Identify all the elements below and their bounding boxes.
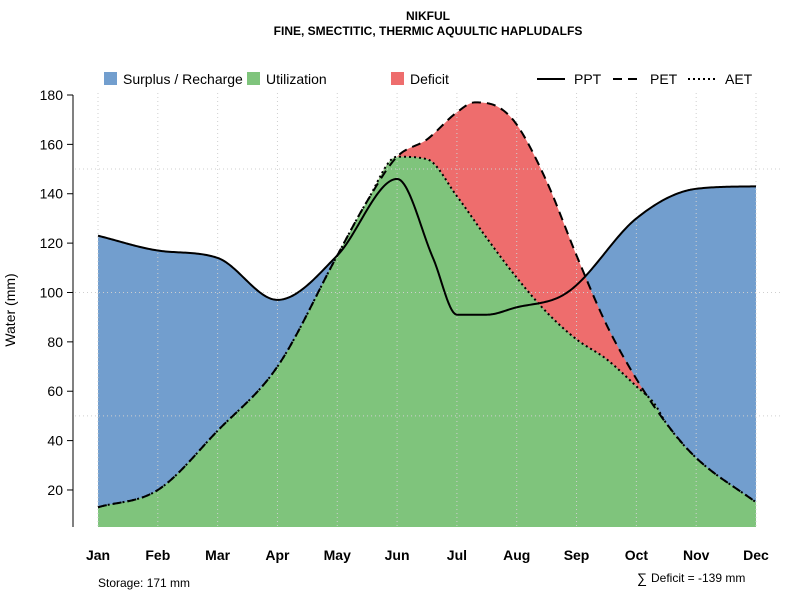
- y-tick-label-120: 120: [40, 235, 64, 251]
- y-tick-label-100: 100: [40, 284, 64, 300]
- grid-lines: [75, 93, 780, 527]
- x-tick-label-aug: Aug: [503, 547, 530, 563]
- x-tick-label-mar: Mar: [205, 547, 230, 563]
- storage-note: Storage: 171 mm: [98, 576, 190, 590]
- legend-swatch-deficit: [391, 72, 404, 85]
- area-layers: [98, 102, 756, 527]
- y-tick-label-80: 80: [47, 334, 63, 350]
- x-tick-label-apr: Apr: [265, 547, 290, 563]
- x-tick-label-jun: Jun: [385, 547, 410, 563]
- legend-label-surplus-recharge: Surplus / Recharge: [123, 71, 243, 87]
- y-tick-label-180: 180: [40, 87, 64, 103]
- y-tick-label-140: 140: [40, 186, 64, 202]
- y-axis: 20 40 60 80 100 120 140 160 180: [40, 87, 74, 527]
- legend-label-utilization: Utilization: [266, 71, 327, 87]
- y-tick-label-20: 20: [47, 482, 63, 498]
- legend-swatch-utilization: [247, 72, 260, 85]
- legend-label-aet: AET: [725, 71, 753, 87]
- x-tick-label-dec: Dec: [743, 547, 769, 563]
- legend-swatch-surplus-recharge: [104, 72, 117, 85]
- y-tick-label-40: 40: [47, 433, 63, 449]
- y-tick-label-160: 160: [40, 136, 64, 152]
- y-tick-label-60: 60: [47, 383, 63, 399]
- series-line-pet: [97, 101, 757, 509]
- utilization-area: [98, 156, 756, 527]
- x-tick-label-may: May: [324, 547, 351, 563]
- y-axis-title: Water (mm): [2, 273, 18, 346]
- x-tick-label-jan: Jan: [86, 547, 110, 563]
- deficit-sum-symbol: ∑: [637, 570, 647, 586]
- x-tick-label-oct: Oct: [625, 547, 649, 563]
- x-tick-label-jul: Jul: [447, 547, 467, 563]
- series-line-ppt: [97, 177, 757, 316]
- x-tick-label-sep: Sep: [564, 547, 590, 563]
- deficit-note: Deficit = -139 mm: [651, 571, 745, 585]
- chart-title: NIKFUL: [406, 9, 450, 23]
- x-tick-label-feb: Feb: [145, 547, 170, 563]
- legend: Surplus / Recharge Utilization Deficit PPT P…: [104, 71, 753, 87]
- x-axis: Jan Feb Mar Apr May Jun Jul Aug Sep Oct Nov Dec: [86, 547, 769, 563]
- chart-subtitle: FINE, SMECTITIC, THERMIC AQUULTIC HAPLUD…: [274, 24, 583, 38]
- series-lines: [97, 101, 757, 509]
- legend-label-deficit: Deficit: [410, 71, 449, 87]
- x-tick-label-nov: Nov: [683, 547, 710, 563]
- legend-label-ppt: PPT: [574, 71, 602, 87]
- legend-label-pet: PET: [650, 71, 678, 87]
